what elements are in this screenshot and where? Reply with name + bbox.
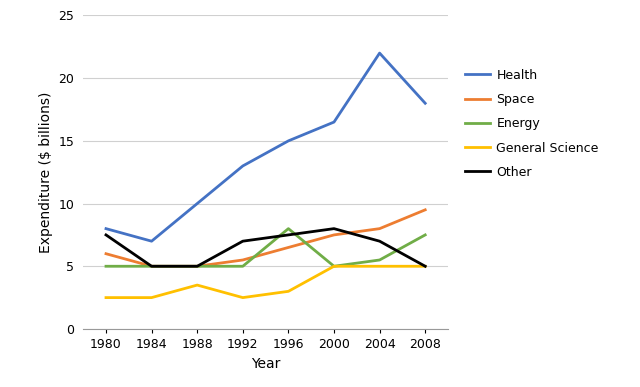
Space [102,252,110,256]
Energy [193,264,201,269]
Line: Health: Health [106,53,425,241]
General Science [376,264,383,269]
Space [193,264,201,269]
Other [193,264,201,269]
Health [193,201,201,206]
Energy [376,258,383,262]
Health [376,51,383,55]
General Science [239,295,246,300]
Space [376,226,383,231]
General Science [102,295,110,300]
Y-axis label: Expenditure ($ billions): Expenditure ($ billions) [39,92,52,253]
General Science [330,264,338,269]
General Science [285,289,292,294]
Space [285,245,292,250]
Space [239,258,246,262]
Other [285,233,292,237]
Other [239,239,246,243]
Line: General Science: General Science [106,266,425,298]
Health [330,120,338,124]
Line: Space: Space [106,210,425,266]
Health [421,101,429,106]
General Science [193,283,201,288]
Line: Energy: Energy [106,229,425,266]
Other [148,264,156,269]
Space [148,264,156,269]
Space [330,233,338,237]
X-axis label: Year: Year [251,356,280,370]
General Science [421,264,429,269]
Legend: Health, Space, Energy, General Science, Other: Health, Space, Energy, General Science, … [465,69,599,179]
Space [421,207,429,212]
General Science [148,295,156,300]
Health [285,139,292,143]
Energy [148,264,156,269]
Energy [421,233,429,237]
Other [102,233,110,237]
Line: Other: Other [106,229,425,266]
Other [421,264,429,269]
Health [148,239,156,243]
Energy [239,264,246,269]
Health [102,226,110,231]
Health [239,164,246,168]
Energy [285,226,292,231]
Energy [102,264,110,269]
Energy [330,264,338,269]
Other [376,239,383,243]
Other [330,226,338,231]
